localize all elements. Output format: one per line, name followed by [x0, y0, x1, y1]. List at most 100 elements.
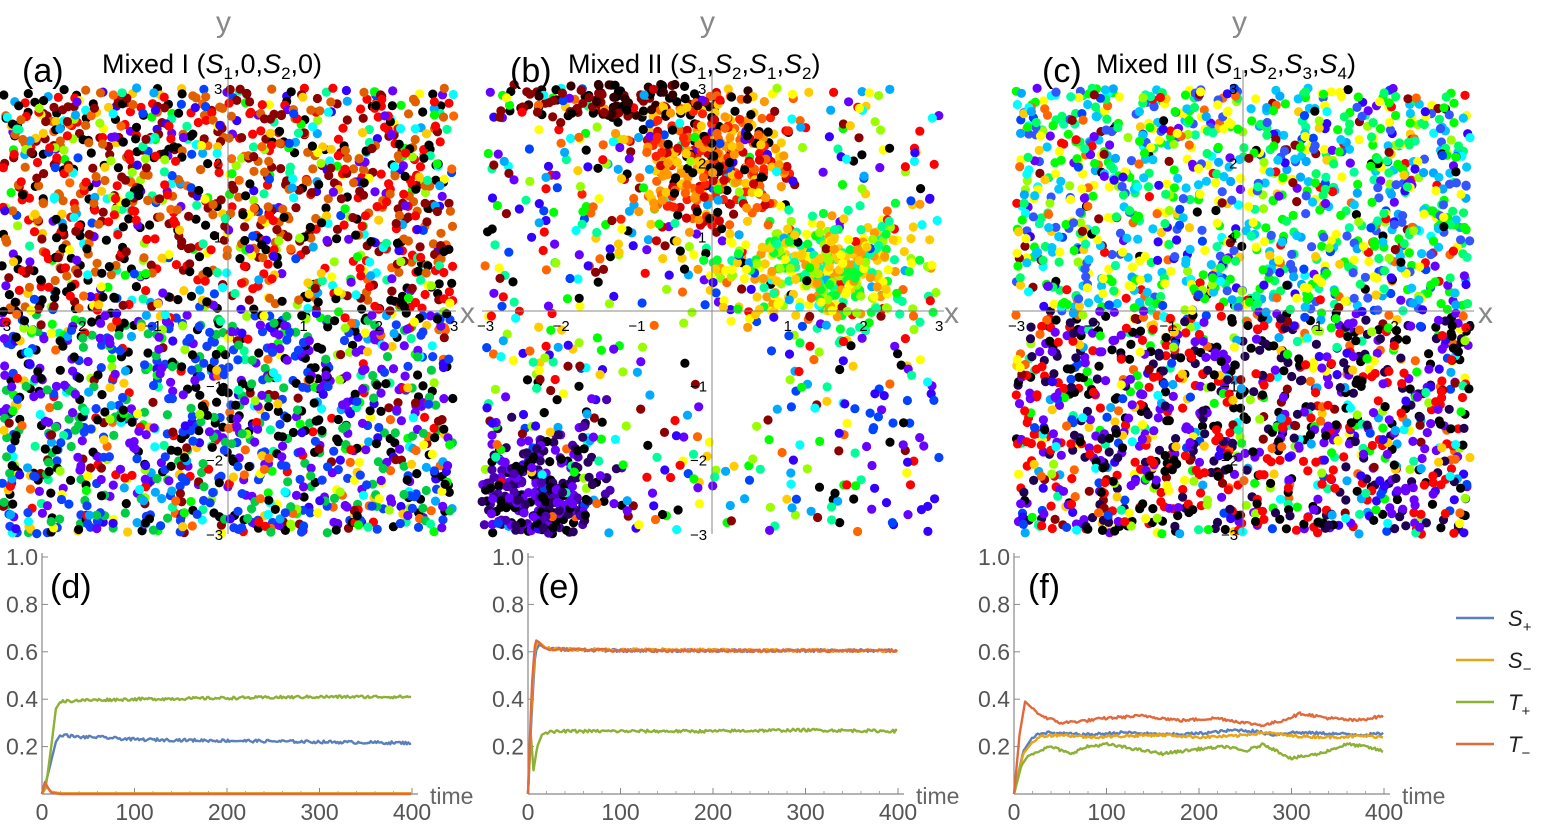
- scatter-point: [552, 497, 562, 508]
- scatter-point: [298, 382, 308, 392]
- scatter-point: [686, 156, 696, 166]
- scatter-point: [797, 382, 807, 392]
- scatter-point: [201, 92, 211, 102]
- scatter-point: [563, 361, 573, 371]
- scatter-point: [609, 344, 619, 354]
- scatter-point: [293, 393, 303, 403]
- scatter-point: [777, 447, 787, 458]
- scatter-point: [233, 385, 244, 395]
- scatter-point: [854, 256, 864, 266]
- scatter-point: [816, 220, 826, 230]
- scatter-point: [671, 173, 681, 183]
- scatter-point: [569, 467, 579, 477]
- scatter-point: [1354, 325, 1365, 335]
- scatter-point: [281, 461, 291, 471]
- scatter-point: [888, 418, 898, 428]
- scatter-point: [582, 409, 592, 419]
- scatter-point: [374, 215, 384, 225]
- scatter-point: [616, 214, 626, 224]
- scatter-point: [414, 172, 424, 182]
- scatter-point: [907, 258, 917, 268]
- scatter-point: [127, 167, 137, 177]
- scatter-point: [149, 88, 159, 98]
- x-tick-label: −1: [628, 318, 645, 335]
- scatter-point: [140, 518, 150, 528]
- scatter-point: [282, 311, 292, 321]
- scatter-point: [194, 185, 204, 196]
- y-tick-label: 2: [698, 155, 706, 172]
- scatter-point: [275, 138, 285, 148]
- scatter-point: [874, 91, 884, 101]
- scatter-point: [229, 184, 239, 194]
- scatter-point: [306, 471, 316, 481]
- scatter-point: [184, 211, 194, 221]
- scatter-point: [826, 237, 836, 247]
- scatter-point: [340, 204, 350, 214]
- scatter-point: [719, 175, 729, 185]
- scatter-point: [844, 97, 854, 107]
- scatter-point: [727, 141, 737, 151]
- scatter-point: [578, 421, 588, 431]
- scatter-point: [6, 444, 16, 454]
- scatter-point: [643, 440, 653, 450]
- scatter-point: [898, 440, 908, 450]
- scatter-point: [680, 81, 690, 91]
- scatter-point: [275, 419, 285, 429]
- scatter-point: [709, 151, 719, 161]
- scatter-point: [310, 283, 320, 293]
- scatter-point: [249, 166, 259, 176]
- scatter-point: [644, 164, 655, 174]
- scatter-point: [784, 349, 795, 359]
- scatter-point: [196, 141, 207, 151]
- scatter-point: [694, 402, 704, 412]
- scatter-point: [699, 255, 709, 265]
- scatter-point: [592, 97, 602, 107]
- scatter-point: [345, 409, 355, 419]
- scatter-point: [690, 132, 700, 142]
- scatter-point: [1104, 447, 1114, 457]
- scatter-point: [824, 132, 835, 142]
- scatter-point: [127, 417, 137, 427]
- scatter-point: [9, 149, 19, 159]
- scatter-point: [80, 406, 90, 416]
- scatter-point: [418, 107, 428, 117]
- scatter-point: [288, 174, 298, 184]
- scatter-point: [903, 457, 913, 467]
- scatter-point: [400, 171, 410, 181]
- scatter-point: [857, 184, 867, 194]
- scatter-point: [919, 441, 929, 451]
- scatter-point: [47, 319, 57, 329]
- scatter-point: [418, 428, 428, 438]
- scatter-point: [825, 280, 835, 290]
- scatter-point: [180, 345, 190, 355]
- scatter-point: [332, 234, 342, 244]
- scatter-point: [237, 278, 247, 288]
- scatter-point: [148, 525, 158, 535]
- scatter-point: [743, 322, 753, 332]
- scatter-point: [345, 457, 355, 467]
- scatter-point: [365, 406, 375, 416]
- scatter-point: [514, 204, 524, 214]
- scatter-point: [198, 148, 208, 158]
- scatter-point: [98, 207, 108, 217]
- scatter-point: [618, 460, 628, 470]
- scatter-point: [209, 337, 219, 347]
- scatter-point: [381, 379, 391, 389]
- scatter-point: [883, 265, 893, 275]
- scatter-point: [0, 370, 10, 380]
- scatter-point: [20, 162, 30, 172]
- scatter-point: [79, 291, 89, 301]
- scatter-point: [580, 510, 590, 520]
- scatter-point: [154, 344, 164, 354]
- scatter-point: [214, 478, 224, 488]
- scatter-point: [925, 193, 935, 203]
- scatter-point: [574, 250, 584, 260]
- scatter-point: [323, 322, 333, 332]
- scatter-point: [236, 304, 246, 314]
- scatter-point: [279, 383, 289, 393]
- scatter-point: [167, 361, 177, 372]
- scatter-point: [310, 363, 320, 373]
- scatter-point: [167, 394, 177, 404]
- scatter-point: [376, 406, 386, 416]
- scatter-point: [538, 245, 548, 256]
